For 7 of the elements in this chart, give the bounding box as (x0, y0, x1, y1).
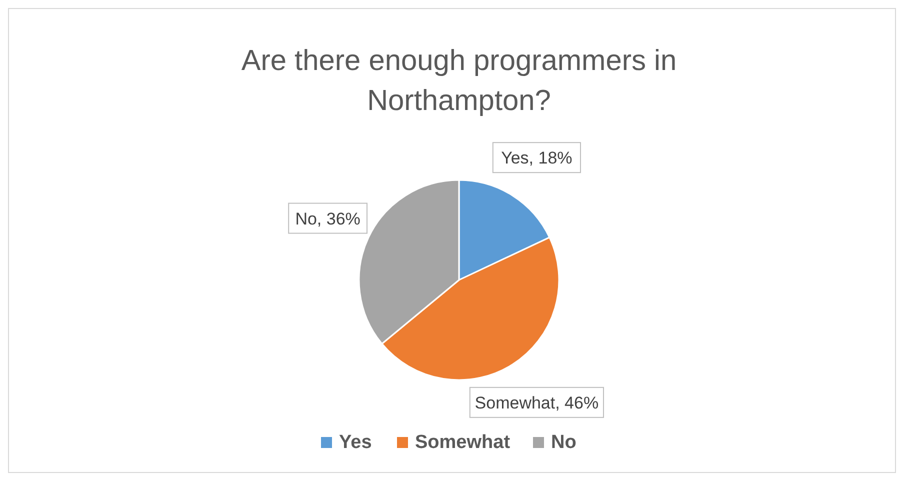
legend-label: No (551, 432, 576, 453)
data-label: Yes, 18% (501, 148, 572, 168)
chart-title: Are there enough programmers in Northampton? (241, 45, 677, 117)
data-label: No, 36% (295, 209, 360, 228)
legend-label: Yes (339, 432, 372, 453)
legend-label: Somewhat (415, 432, 511, 453)
data-label: Somewhat, 46% (474, 393, 599, 412)
